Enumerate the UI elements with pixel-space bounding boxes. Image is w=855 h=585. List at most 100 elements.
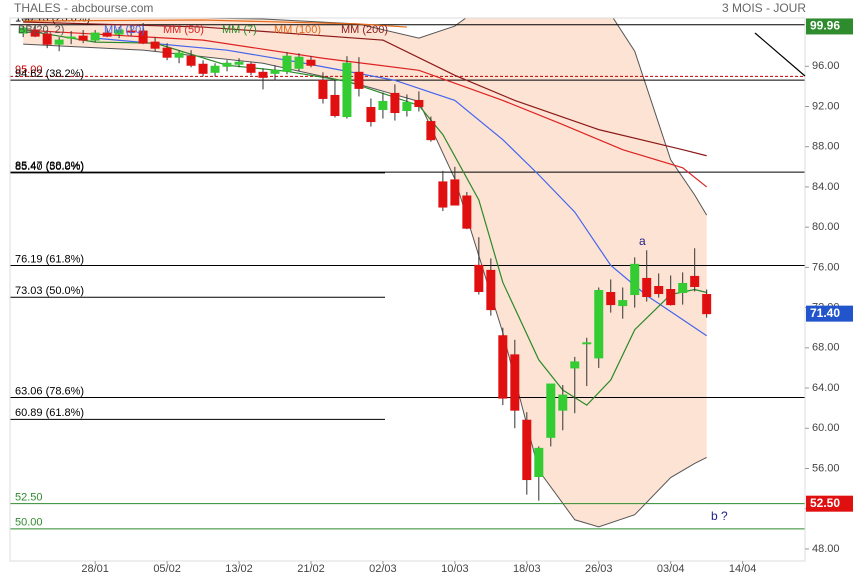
candle-body bbox=[270, 69, 280, 74]
candle-body bbox=[366, 106, 376, 123]
level-label: 63.06 (78.6%) bbox=[15, 385, 84, 397]
level-label: 50.00 bbox=[15, 517, 43, 529]
price-tag-label: 52.50 bbox=[810, 496, 840, 510]
candle-body bbox=[450, 179, 460, 206]
candle-body bbox=[114, 29, 124, 35]
candle-body bbox=[342, 62, 352, 118]
price-tag-label: 99.96 bbox=[810, 19, 840, 33]
bollinger-lower bbox=[23, 43, 707, 528]
x-tick-label: 02/03 bbox=[369, 563, 397, 575]
candle-body bbox=[18, 27, 28, 34]
candle-body bbox=[642, 277, 652, 298]
x-tick-label: 05/02 bbox=[153, 563, 181, 575]
x-tick-label: 21/02 bbox=[297, 563, 325, 575]
candle-body bbox=[126, 30, 136, 33]
level-label: 52.50 bbox=[15, 492, 43, 504]
candle-body bbox=[522, 419, 532, 481]
annotation: b ? bbox=[711, 509, 728, 523]
plot-frame bbox=[9, 17, 806, 562]
candle-body bbox=[174, 52, 184, 58]
candle-body bbox=[306, 59, 316, 66]
moving-average bbox=[23, 19, 407, 28]
y-tick-label: 84.00 bbox=[812, 181, 840, 193]
level-label: 76.19 (61.8%) bbox=[15, 253, 84, 265]
legend-entry: MM (100) bbox=[274, 24, 321, 36]
candle-body bbox=[198, 63, 208, 74]
annotation: a bbox=[639, 234, 646, 248]
candle-body bbox=[102, 32, 112, 37]
candle-body bbox=[210, 65, 220, 73]
price-tag-label: 71.40 bbox=[810, 306, 840, 320]
x-tick-label: 18/03 bbox=[513, 563, 541, 575]
y-tick-label: 56.00 bbox=[812, 462, 840, 474]
candle-body bbox=[150, 41, 160, 49]
candle-body bbox=[462, 195, 472, 229]
y-tick-label: 92.00 bbox=[812, 100, 840, 112]
level-label: 85.40 (50.0%) bbox=[15, 161, 84, 173]
y-tick-label: 48.00 bbox=[812, 543, 840, 555]
y-tick-label: 60.00 bbox=[812, 422, 840, 434]
candle-body bbox=[702, 294, 712, 315]
x-tick-label: 13/02 bbox=[225, 563, 253, 575]
candle-body bbox=[606, 292, 616, 306]
candle-body bbox=[690, 275, 700, 287]
chart-title: THALES - abcbourse.com bbox=[14, 1, 153, 15]
candle-body bbox=[258, 71, 268, 78]
candle-body bbox=[486, 269, 496, 311]
candle-body bbox=[558, 394, 568, 411]
level-label: 73.03 (50.0%) bbox=[15, 285, 84, 297]
candle-body bbox=[78, 35, 88, 41]
candle-body bbox=[234, 61, 244, 65]
candle-body bbox=[354, 71, 364, 89]
x-tick-label: 03/04 bbox=[657, 563, 685, 575]
candle-body bbox=[30, 29, 40, 37]
y-tick-label: 80.00 bbox=[812, 221, 840, 233]
legend-entry: MM (50) bbox=[163, 24, 204, 36]
candle-body bbox=[162, 47, 172, 58]
candle-body bbox=[582, 342, 592, 345]
candle-body bbox=[54, 39, 64, 45]
price-tag bbox=[806, 18, 853, 35]
candle-body bbox=[90, 32, 100, 41]
bollinger-upper bbox=[23, 18, 708, 216]
candle-body bbox=[426, 121, 436, 141]
y-tick-label: 88.00 bbox=[812, 141, 840, 153]
y-tick-label: 96.00 bbox=[812, 60, 840, 72]
candle-body bbox=[222, 62, 232, 67]
candle-body bbox=[402, 101, 412, 112]
candle-body bbox=[498, 335, 508, 399]
x-tick-label: 28/01 bbox=[81, 563, 109, 575]
level-label: 60.89 (61.8%) bbox=[15, 407, 84, 419]
legend-entry: BB(20, 2) bbox=[18, 24, 64, 36]
price-tag bbox=[806, 495, 853, 512]
x-tick-label: 14/04 bbox=[729, 563, 757, 575]
y-tick-label: 64.00 bbox=[812, 382, 840, 394]
level-label: 94.62 (38.2%) bbox=[15, 68, 84, 80]
candle-body bbox=[534, 447, 544, 478]
legend-entry: MM (7) bbox=[222, 24, 257, 36]
candle-body bbox=[438, 181, 448, 208]
candle-body bbox=[474, 264, 484, 293]
candle-body bbox=[546, 383, 556, 438]
candle-body bbox=[294, 56, 304, 69]
candle-body bbox=[66, 36, 76, 39]
candle-body bbox=[570, 361, 580, 369]
chart-subtitle: 3 MOIS - JOUR bbox=[722, 1, 806, 15]
candle-body bbox=[246, 63, 256, 73]
candle-body bbox=[378, 100, 388, 111]
candle-body bbox=[414, 99, 424, 107]
candle-body bbox=[666, 289, 676, 306]
bollinger-fill bbox=[23, 18, 707, 527]
moving-average bbox=[23, 29, 707, 406]
candle-body bbox=[330, 94, 340, 117]
legend-entry: MM (20) bbox=[104, 24, 145, 36]
candle-body bbox=[678, 282, 688, 294]
candle-body bbox=[318, 79, 328, 99]
candle-body bbox=[186, 55, 196, 66]
moving-average bbox=[23, 21, 707, 157]
candle-body bbox=[654, 285, 664, 295]
candle-body bbox=[282, 55, 292, 72]
candle-body bbox=[510, 354, 520, 411]
